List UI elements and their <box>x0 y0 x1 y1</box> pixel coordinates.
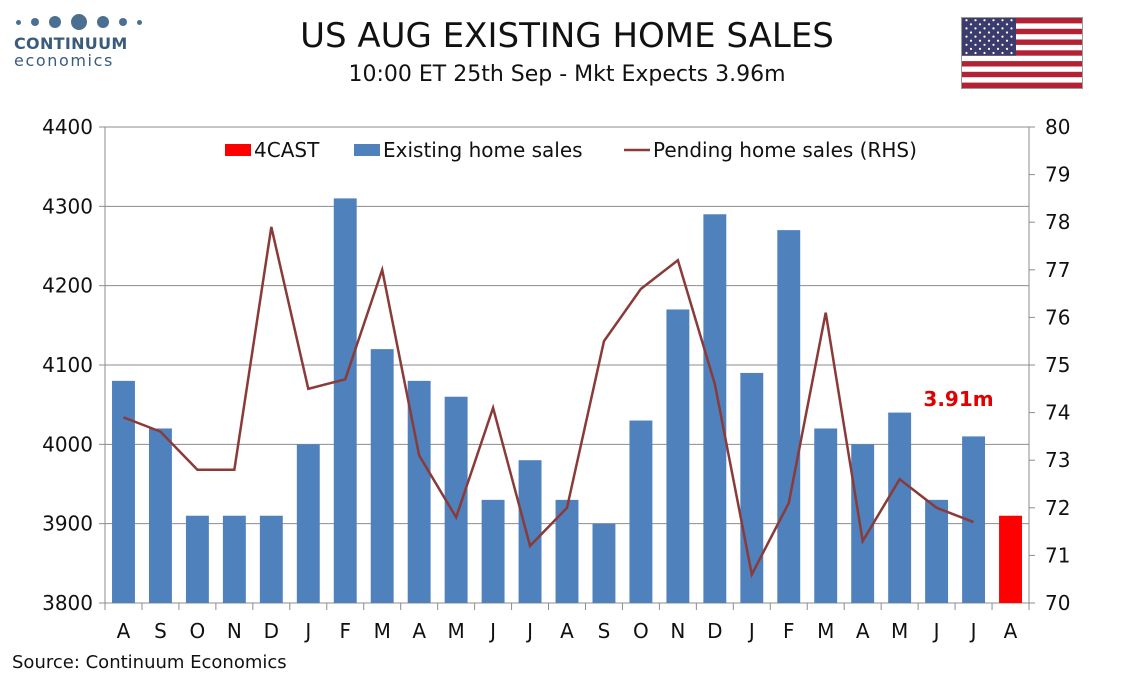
x-tick-label: A <box>856 619 870 643</box>
y-right-tick-label: 73 <box>1045 448 1070 472</box>
x-tick-label: S <box>154 619 167 643</box>
logo-dots <box>16 14 144 30</box>
x-tick-label: J <box>525 619 533 643</box>
x-tick-label: D <box>707 619 722 643</box>
bar-existing-home-sales <box>851 444 875 603</box>
x-tick-label: F <box>783 619 795 643</box>
bar-existing-home-sales <box>296 444 320 603</box>
y-right-tick-label: 71 <box>1045 543 1070 567</box>
bar-existing-home-sales <box>481 499 505 603</box>
x-tick-label: J <box>932 619 940 643</box>
bar-existing-home-sales <box>814 428 838 603</box>
x-tick-label: A <box>560 619 574 643</box>
x-tick-label: F <box>339 619 351 643</box>
y-left-tick-label: 4300 <box>42 194 93 218</box>
x-tick-label: O <box>633 619 649 643</box>
x-tick-label: J <box>303 619 311 643</box>
annotation-forecast: 3.91m <box>923 387 993 411</box>
y-right-tick-label: 75 <box>1045 353 1070 377</box>
x-tick-label: A <box>1004 619 1018 643</box>
bar-existing-home-sales <box>112 380 135 603</box>
y-left-tick-label: 3800 <box>42 591 93 615</box>
y-right-tick-label: 77 <box>1045 258 1070 282</box>
x-tick-label: J <box>747 619 755 643</box>
bar-existing-home-sales <box>370 349 394 603</box>
bar-existing-home-sales <box>888 412 912 603</box>
bar-existing-home-sales <box>925 499 949 603</box>
y-left-tick-label: 3900 <box>42 512 93 536</box>
source-note: Source: Continuum Economics <box>12 652 287 673</box>
bar-existing-home-sales <box>222 515 246 603</box>
y-left-tick-label: 4000 <box>42 432 93 456</box>
bar-existing-home-sales <box>407 380 431 603</box>
x-tick-label: A <box>117 619 131 643</box>
bar-existing-home-sales <box>962 436 986 603</box>
x-tick-label: J <box>969 619 977 643</box>
y-right-tick-label: 70 <box>1045 591 1070 615</box>
y-left-tick-label: 4400 <box>42 115 93 139</box>
bar-existing-home-sales <box>666 309 690 603</box>
y-right-tick-label: 80 <box>1045 115 1070 139</box>
y-right-tick-label: 79 <box>1045 163 1070 187</box>
bar-existing-home-sales <box>555 499 579 603</box>
page-title: US AUG EXISTING HOME SALES <box>300 16 834 56</box>
x-tick-label: A <box>412 619 426 643</box>
legend-swatch-4cast <box>225 144 251 156</box>
bar-existing-home-sales <box>592 523 616 603</box>
line-pending-home-sales <box>123 226 975 579</box>
x-tick-label: M <box>374 619 391 643</box>
legend-label-4cast: 4CAST <box>254 138 320 162</box>
bar-existing-home-sales <box>185 515 209 603</box>
x-tick-label: S <box>598 619 611 643</box>
x-tick-label: O <box>190 619 206 643</box>
y-right-tick-label: 78 <box>1045 210 1070 234</box>
logo-sub: economics <box>14 51 114 70</box>
x-tick-label: D <box>264 619 279 643</box>
bar-existing-home-sales <box>259 515 283 603</box>
bar-existing-home-sales <box>703 214 727 603</box>
bar-existing-home-sales <box>148 428 172 603</box>
x-tick-label: N <box>227 619 242 643</box>
logo: CONTINUUM economics <box>14 14 144 84</box>
y-right-tick-label: 76 <box>1045 305 1070 329</box>
bar-existing-home-sales <box>444 396 468 603</box>
y-left-tick-label: 4100 <box>42 353 93 377</box>
bar-4cast <box>999 515 1022 603</box>
legend-swatch-existing-home-sales <box>354 144 380 156</box>
x-tick-label: J <box>488 619 496 643</box>
x-tick-label: M <box>891 619 908 643</box>
bar-existing-home-sales <box>518 460 542 603</box>
y-right-tick-label: 72 <box>1045 496 1070 520</box>
page-subtitle: 10:00 ET 25th Sep - Mkt Expects 3.96m <box>348 62 786 87</box>
legend-label-existing-home-sales: Existing home sales <box>383 138 583 162</box>
y-left-tick-label: 4200 <box>42 274 93 298</box>
y-right-tick-label: 74 <box>1045 401 1070 425</box>
x-tick-label: M <box>447 619 464 643</box>
bar-existing-home-sales <box>629 420 653 603</box>
x-tick-label: M <box>817 619 834 643</box>
bar-existing-home-sales <box>333 198 357 603</box>
x-tick-label: N <box>670 619 685 643</box>
logo-name: CONTINUUM <box>14 34 128 53</box>
legend-label-pending-home-sales: Pending home sales (RHS) <box>653 138 917 162</box>
bar-existing-home-sales <box>777 230 801 603</box>
us-flag-icon <box>961 17 1083 89</box>
